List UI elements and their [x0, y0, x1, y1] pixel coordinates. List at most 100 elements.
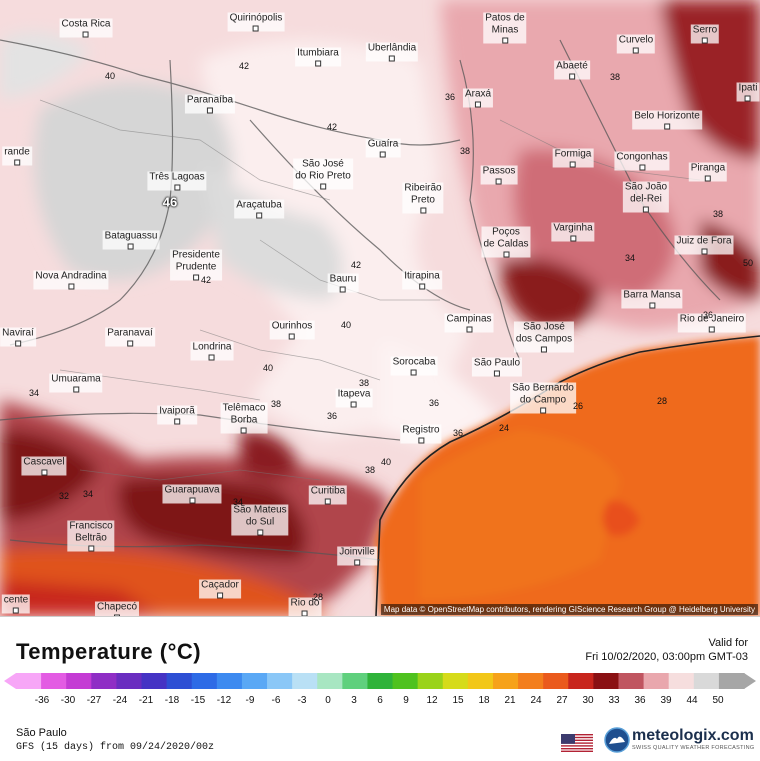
city-label[interactable]: Sorocaba	[390, 356, 438, 376]
city-marker-icon	[13, 159, 20, 166]
map-attribution: Map data © OpenStreetMap contributors, r…	[380, 604, 758, 615]
colorbar-tick-label: 12	[426, 695, 438, 706]
city-label[interactable]: Umuarama	[49, 373, 103, 393]
colorbar-swatch	[367, 673, 394, 689]
city-label[interactable]: Poços de Caldas	[481, 226, 531, 258]
city-label[interactable]: Joinville	[337, 546, 377, 566]
city-label[interactable]: São Paulo	[471, 357, 523, 377]
city-label[interactable]: Passos	[480, 165, 518, 185]
colorbar-ticks: -36 -30 -27 -24 -21 -18 -15 -12 -9 -6 -3 0 3 6 9 12 15 18…	[4, 695, 756, 709]
city-label[interactable]: Paranaíba	[184, 94, 236, 114]
colorbar-tick-label: 50	[712, 695, 724, 706]
city-label[interactable]: rande	[2, 146, 32, 166]
isotherm-label: 36	[326, 411, 338, 421]
city-label[interactable]: Araçatuba	[234, 199, 284, 219]
brand-name[interactable]: meteologix.com	[632, 727, 754, 744]
city-label[interactable]: Barra Mansa	[621, 289, 683, 309]
city-label[interactable]: cente	[1, 594, 31, 614]
city-label[interactable]: Araxá	[462, 88, 494, 108]
city-label[interactable]: Ipati	[736, 82, 760, 102]
city-marker-icon	[501, 37, 508, 44]
city-label[interactable]: Costa Rica	[59, 18, 113, 38]
isotherm-label: 28	[656, 396, 668, 406]
city-marker-icon	[540, 346, 547, 353]
location-label: São Paulo	[16, 727, 67, 739]
colorbar-swatch	[518, 673, 544, 689]
city-label[interactable]: Guaíra	[365, 138, 401, 158]
city-label[interactable]: Serro	[690, 24, 720, 44]
city-label[interactable]: Curitiba	[308, 485, 348, 505]
city-label[interactable]: Rio do	[288, 597, 322, 616]
city-label[interactable]: Congonhas	[614, 151, 670, 171]
city-label[interactable]: Ivaiporã	[157, 405, 197, 425]
colorbar-swatch	[492, 673, 519, 689]
city-label[interactable]: Presidente Prudente	[170, 249, 222, 281]
city-label[interactable]: Rio de Janeiro	[677, 313, 747, 333]
city-label[interactable]: São José dos Campos	[513, 321, 575, 353]
colorbar-tick-label: 30	[582, 695, 594, 706]
city-label[interactable]: Ourinhos	[269, 320, 315, 340]
max-temperature-label: 46	[162, 194, 178, 210]
temperature-map[interactable]: Costa Rica Quirinópolis Patos de Minas Serro…	[0, 0, 760, 616]
city-label[interactable]: São Bernardo do Campo	[510, 382, 576, 414]
city-label[interactable]: São José do Rio Preto	[293, 158, 353, 190]
city-label[interactable]: Formiga	[552, 148, 594, 168]
city-label[interactable]: Campinas	[444, 313, 494, 333]
city-marker-icon	[67, 283, 74, 290]
colorbar-tick-label: 44	[686, 695, 698, 706]
city-label[interactable]: Juiz de Fora	[674, 235, 734, 255]
city-label[interactable]: Belo Horizonte	[632, 110, 702, 130]
isotherm-label: 36	[702, 310, 714, 320]
city-marker-icon	[494, 370, 500, 377]
colorbar-tick-label: 36	[634, 695, 646, 706]
colorbar-swatch	[342, 673, 369, 689]
city-label[interactable]: Ribeirão Preto	[402, 182, 444, 214]
city-label[interactable]: Abaeté	[554, 60, 590, 80]
city-label[interactable]: Bataguassu	[102, 230, 160, 250]
isotherm-label: 28	[312, 592, 324, 602]
city-label[interactable]: São Mateus do Sul	[231, 504, 289, 536]
city-label[interactable]: Telêmaco Borba	[220, 402, 268, 434]
city-label[interactable]: Piranga	[688, 162, 728, 182]
city-marker-icon	[705, 175, 711, 182]
city-label[interactable]: Nova Andradina	[33, 270, 109, 290]
city-label[interactable]: Guarapuava	[162, 484, 222, 504]
colorbar-swatch	[467, 673, 494, 689]
colorbar-tick-label: 24	[530, 695, 542, 706]
city-label[interactable]: Varginha	[551, 222, 595, 242]
city-label[interactable]: Cascavel	[21, 456, 67, 476]
city-label[interactable]: Registro	[400, 424, 442, 444]
city-marker-icon	[475, 101, 481, 108]
city-label[interactable]: Caçador	[199, 579, 241, 599]
city-label[interactable]: Curvelo	[616, 34, 656, 54]
city-label[interactable]: Itumbiara	[295, 47, 341, 67]
city-label[interactable]: Quirinópolis	[227, 12, 285, 32]
city-label[interactable]: Uberlândia	[365, 42, 419, 62]
colorbar-tick-label: 27	[556, 695, 568, 706]
colorbar-tick-label: -30	[60, 695, 76, 706]
city-label[interactable]: Londrina	[190, 341, 234, 361]
isotherm-label: 40	[262, 363, 274, 373]
city-marker-icon	[639, 164, 645, 171]
city-marker-icon	[241, 427, 247, 434]
city-label[interactable]: Três Lagoas	[147, 171, 207, 191]
city-label[interactable]: Itirapina	[402, 270, 442, 290]
city-label[interactable]: Bauru	[327, 273, 359, 293]
colorbar-swatch	[668, 673, 695, 689]
city-marker-icon	[633, 47, 639, 54]
colorbar-tick-label: 21	[504, 695, 516, 706]
city-label[interactable]: Chapecó	[94, 601, 140, 616]
city-label[interactable]: Paranavaí	[105, 327, 155, 347]
colorbar-swatch	[643, 673, 670, 689]
city-label[interactable]: Itapeva	[335, 388, 373, 408]
city-label[interactable]: Francisco Beltrão	[67, 520, 115, 552]
isotherm-label: 40	[104, 71, 116, 81]
city-label[interactable]: São João del-Rei	[622, 181, 670, 213]
colorbar-tick-label: -24	[112, 695, 128, 706]
colorbar-tick-label: 18	[478, 695, 490, 706]
us-flag-icon[interactable]	[561, 734, 593, 752]
city-label[interactable]: Naviraí	[0, 327, 36, 347]
city-marker-icon	[701, 37, 708, 44]
city-label[interactable]: Patos de Minas	[483, 12, 527, 44]
isotherm-label: 24	[498, 423, 510, 433]
